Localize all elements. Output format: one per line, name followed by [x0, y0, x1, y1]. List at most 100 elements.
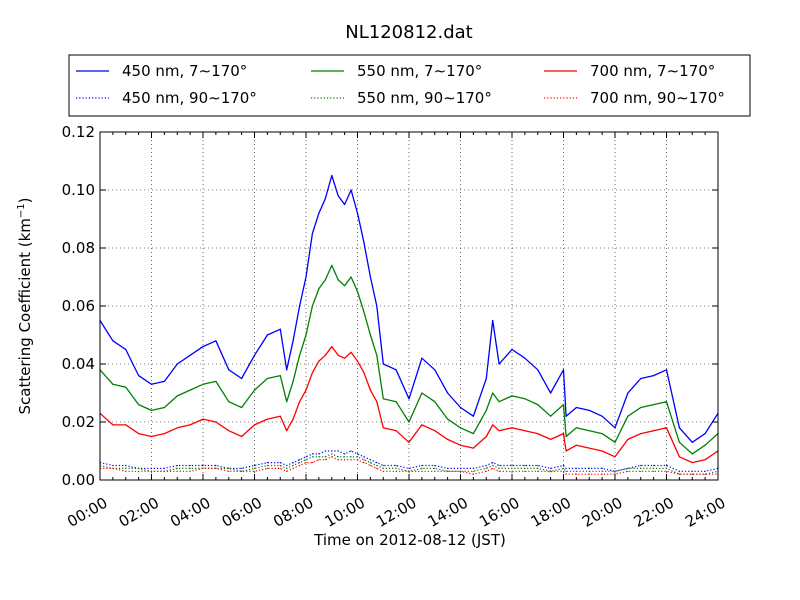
- data-point: [537, 464, 539, 467]
- data-point: [350, 456, 352, 458]
- data-point: [344, 285, 346, 287]
- data-point: [337, 459, 339, 461]
- data-point: [550, 470, 552, 472]
- data-point: [298, 462, 301, 464]
- data-point: [266, 418, 268, 420]
- data-point: [524, 467, 526, 469]
- data-point: [511, 470, 513, 472]
- data-point: [550, 438, 552, 440]
- data-point: [331, 453, 333, 455]
- data-point: [253, 354, 256, 356]
- data-point: [324, 459, 326, 461]
- data-point: [189, 424, 191, 426]
- data-point: [286, 401, 288, 403]
- data-point: [434, 470, 436, 472]
- data-point: [472, 433, 474, 435]
- data-point: [305, 459, 307, 461]
- data-point: [298, 401, 301, 403]
- data-point: [472, 447, 474, 449]
- data-point: [678, 441, 680, 443]
- data-point: [601, 467, 603, 469]
- data-point: [253, 467, 256, 469]
- data-point: [279, 462, 281, 464]
- data-point: [408, 398, 410, 400]
- data-point: [363, 459, 365, 461]
- data-point: [498, 363, 500, 365]
- data-point: [311, 305, 314, 307]
- data-point: [575, 427, 577, 429]
- data-point: [363, 311, 365, 313]
- data-point: [292, 418, 294, 420]
- data-point: [678, 470, 680, 472]
- data-point: [498, 464, 500, 467]
- data-point: [565, 435, 567, 438]
- data-point: [395, 430, 397, 432]
- y-tick-label: 0.06: [62, 297, 95, 315]
- data-point: [369, 334, 371, 336]
- data-point: [189, 464, 191, 467]
- data-point: [421, 392, 423, 394]
- data-point: [112, 464, 114, 467]
- data-point: [350, 459, 352, 461]
- data-point: [376, 401, 378, 403]
- data-point: [189, 354, 191, 356]
- data-point: [421, 424, 423, 426]
- data-point: [408, 470, 410, 472]
- data-point: [434, 464, 436, 467]
- data-point: [112, 340, 114, 342]
- data-point: [324, 279, 326, 281]
- data-point: [485, 409, 487, 411]
- data-point: [279, 415, 281, 417]
- data-point: [228, 467, 230, 469]
- data-point: [492, 424, 494, 426]
- data-point: [311, 372, 314, 374]
- data-point: [575, 473, 577, 475]
- data-point: [537, 433, 539, 435]
- data-point: [266, 464, 268, 467]
- data-point: [215, 464, 217, 467]
- data-point: [704, 473, 706, 475]
- data-point: [691, 441, 693, 443]
- data-point: [421, 467, 423, 469]
- data-point: [376, 467, 378, 469]
- data-point: [588, 467, 590, 469]
- data-point: [472, 415, 474, 417]
- data-point: [305, 462, 307, 464]
- data-point: [472, 467, 474, 469]
- data-point: [176, 470, 178, 472]
- data-point: [665, 467, 668, 469]
- data-point: [356, 459, 359, 461]
- y-tick-labels: 0.00 0.02 0.04 0.06 0.08 0.10 0.12: [62, 123, 95, 489]
- data-point: [678, 473, 680, 475]
- data-point: [138, 375, 140, 377]
- data-point: [202, 418, 204, 420]
- data-point: [537, 467, 539, 469]
- data-point: [176, 363, 178, 365]
- data-point: [492, 467, 494, 469]
- data-point: [202, 467, 204, 469]
- data-point: [653, 467, 655, 469]
- data-point: [627, 415, 629, 417]
- data-point: [344, 203, 346, 206]
- data-point: [565, 470, 567, 472]
- data-point: [356, 212, 359, 214]
- data-point: [253, 464, 256, 467]
- data-point: [279, 464, 281, 467]
- data-point: [150, 409, 153, 411]
- data-point: [266, 334, 268, 336]
- data-point: [150, 435, 153, 438]
- data-point: [395, 470, 397, 472]
- data-point: [640, 433, 642, 435]
- data-point: [298, 305, 301, 307]
- data-point: [588, 409, 590, 411]
- data-point: [691, 453, 693, 455]
- legend-label: 700 nm, 7∼170°: [590, 62, 715, 80]
- data-point: [241, 470, 243, 472]
- data-point: [112, 383, 114, 385]
- data-point: [691, 470, 693, 472]
- data-point: [627, 438, 629, 440]
- data-point: [588, 470, 590, 472]
- data-point: [324, 450, 326, 452]
- data-point: [241, 377, 243, 380]
- data-point: [350, 189, 352, 191]
